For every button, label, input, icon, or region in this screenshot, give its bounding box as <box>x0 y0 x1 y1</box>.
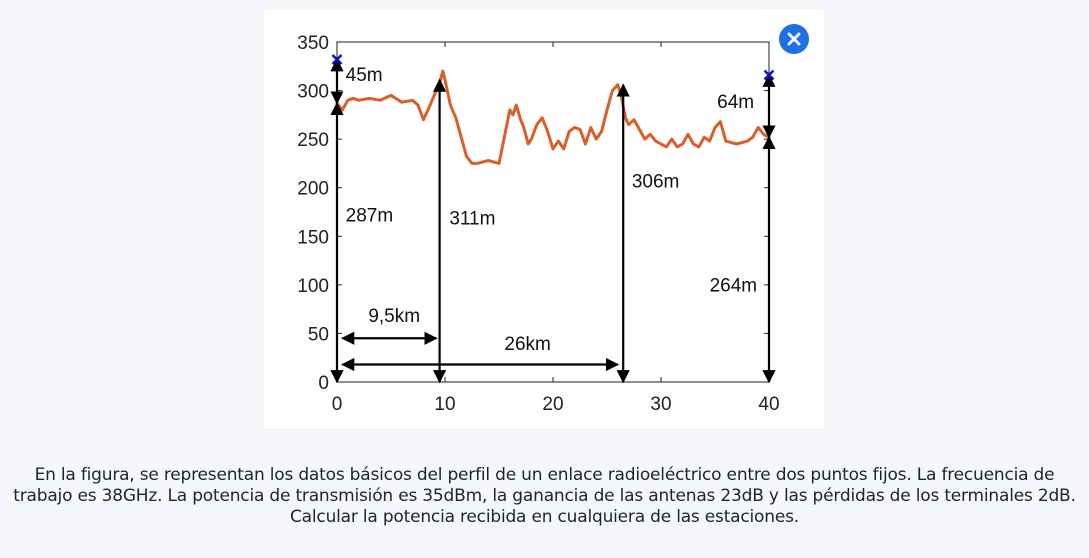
terrain-profile-line <box>335 69 771 165</box>
y-tick-label: 50 <box>308 324 329 345</box>
height-label: 45m <box>346 65 383 86</box>
height-label: 287m <box>346 206 394 227</box>
y-tick-label: 150 <box>297 227 329 248</box>
height-label: 306m <box>632 172 680 193</box>
height-label: 264m <box>710 276 758 297</box>
x-tick-label: 20 <box>542 394 563 415</box>
height-label: 64m <box>717 92 754 113</box>
y-tick-label: 350 <box>297 33 329 54</box>
x-tick-label: 30 <box>650 394 671 415</box>
distance-label: 26km <box>504 334 550 355</box>
problem-statement: En la figura, se representan los datos b… <box>13 465 1076 527</box>
profile-chart: 0 10 20 30 40 0 50 100 150 200 250 300 350 287m 45m 31… <box>297 33 779 415</box>
x-tick-label: 10 <box>434 394 455 415</box>
x-tick-label: 0 <box>332 394 343 415</box>
y-tick-label: 250 <box>297 130 329 151</box>
height-label: 311m <box>449 209 495 230</box>
y-tick-label: 0 <box>318 373 329 394</box>
plot-frame <box>336 41 770 383</box>
antenna-marker <box>763 69 775 81</box>
antenna-marker-stroke <box>763 69 775 81</box>
figure-card: 0 10 20 30 40 0 50 100 150 200 250 300 350 287m 45m 31… <box>264 9 824 428</box>
y-tick-label: 300 <box>297 82 329 103</box>
y-tick-label: 100 <box>297 276 329 297</box>
antenna-marker-stroke <box>331 54 343 65</box>
close-icon <box>787 32 801 46</box>
distance-label: 9,5km <box>368 306 420 327</box>
antenna-marker <box>331 54 343 65</box>
close-button[interactable] <box>779 24 809 54</box>
y-tick-label: 200 <box>297 179 329 200</box>
x-tick-label: 40 <box>758 394 779 415</box>
